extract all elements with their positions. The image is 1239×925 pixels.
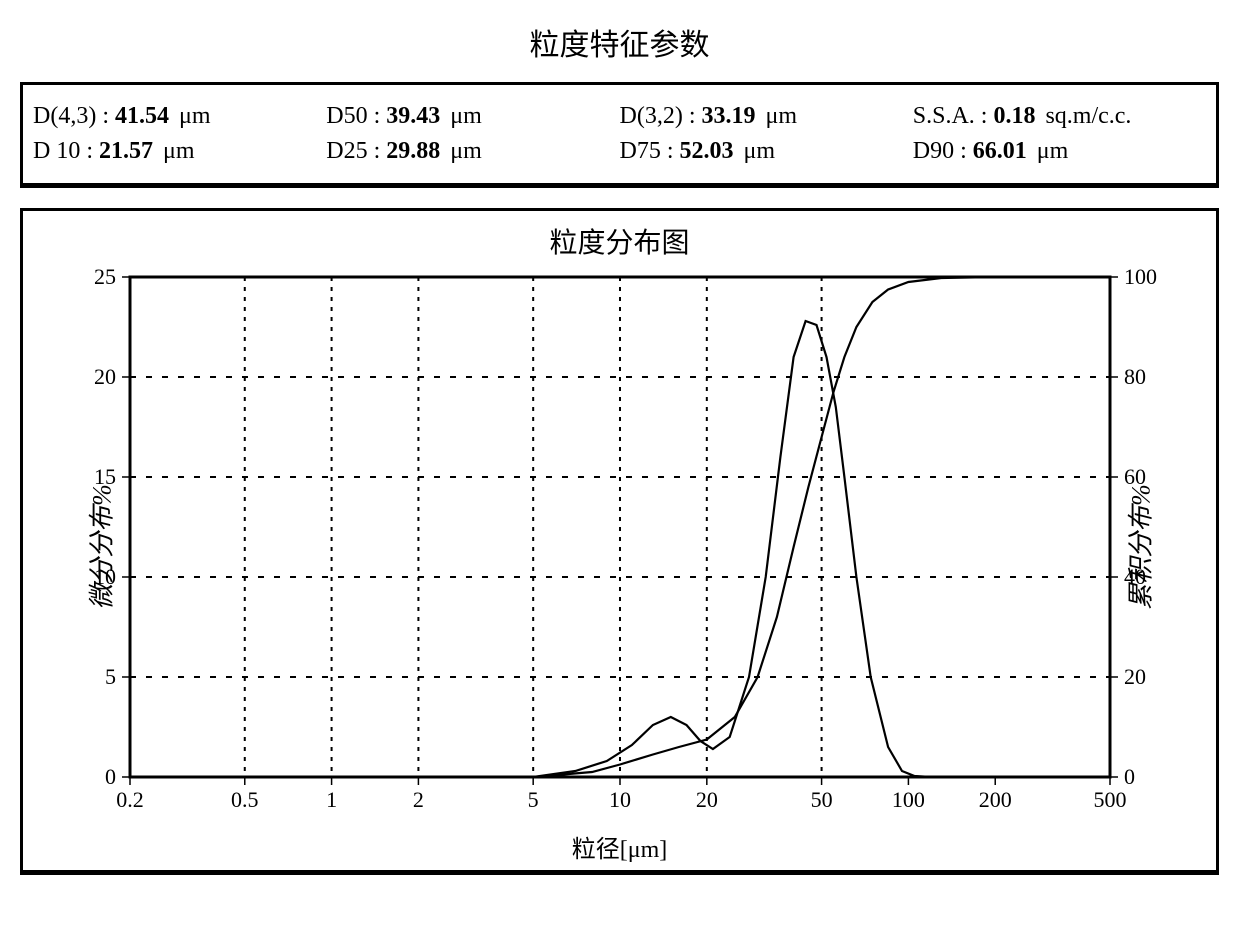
chart-title: 粒度分布图: [29, 217, 1210, 267]
param-separator: :: [368, 103, 387, 130]
param-value: 39.43: [386, 103, 440, 130]
param-cell: D90 : 66.01 μm: [913, 138, 1206, 165]
x-tick-label: 5: [527, 787, 538, 812]
param-separator: :: [975, 103, 994, 130]
chart-panel: 粒度分布图 微分分布% 累积分布% 0.20.51251020501002005…: [20, 208, 1219, 875]
x-tick-label: 100: [891, 787, 924, 812]
x-tick-label: 2: [412, 787, 423, 812]
param-label: S.S.A.: [913, 103, 975, 130]
x-tick-label: 500: [1093, 787, 1126, 812]
x-tick-label: 0.5: [231, 787, 259, 812]
y-right-tick-label: 0: [1124, 764, 1135, 789]
param-cell: D75 : 52.03 μm: [620, 138, 913, 165]
y-left-tick-label: 20: [94, 364, 116, 389]
param-cell: D(4,3) : 41.54 μm: [33, 103, 326, 130]
param-cell: D50 : 39.43 μm: [326, 103, 619, 130]
x-tick-label: 20: [695, 787, 717, 812]
y-right-tick-label: 80: [1124, 364, 1146, 389]
y-left-tick-label: 25: [94, 267, 116, 289]
y-left-tick-label: 0: [105, 764, 116, 789]
param-label: D75: [620, 138, 661, 165]
param-value: 52.03: [680, 138, 734, 165]
param-value: 41.54: [115, 103, 169, 130]
param-cell: S.S.A. : 0.18 sq.m/c.c.: [913, 103, 1206, 130]
param-value: 29.88: [386, 138, 440, 165]
param-value: 0.18: [993, 103, 1035, 130]
x-tick-label: 200: [978, 787, 1011, 812]
x-axis-label: 粒径[μm]: [29, 827, 1210, 864]
param-separator: :: [96, 103, 115, 130]
param-unit: μm: [766, 103, 798, 130]
param-label: D90: [913, 138, 954, 165]
param-label: D50: [326, 103, 367, 130]
x-tick-label: 50: [810, 787, 832, 812]
x-tick-label: 10: [609, 787, 631, 812]
y-right-tick-label: 20: [1124, 664, 1146, 689]
param-cell: D25 : 29.88 μm: [326, 138, 619, 165]
params-row-2: D 10 : 21.57 μm D25 : 29.88 μm D75 : 52.03 μm…: [33, 134, 1206, 169]
param-separator: :: [683, 103, 702, 130]
x-tick-label: 0.2: [116, 787, 144, 812]
param-label: D(3,2): [620, 103, 683, 130]
param-separator: :: [661, 138, 680, 165]
param-label: D25: [326, 138, 367, 165]
param-cell: D(3,2) : 33.19 μm: [620, 103, 913, 130]
param-unit: μm: [450, 103, 482, 130]
param-label: D 10: [33, 138, 80, 165]
param-unit: μm: [744, 138, 776, 165]
param-unit: sq.m/c.c.: [1045, 103, 1131, 130]
param-unit: μm: [450, 138, 482, 165]
y-axis-right-label: 累积分布%: [1121, 484, 1158, 610]
param-unit: μm: [179, 103, 211, 130]
parameters-panel: D(4,3) : 41.54μmD50 : 39.43μmD(3,2) : 33…: [20, 82, 1219, 188]
param-value: 21.57: [99, 138, 153, 165]
x-tick-label: 1: [326, 787, 337, 812]
params-row-1: D(4,3) : 41.54μmD50 : 39.43μmD(3,2) : 33…: [33, 99, 1206, 134]
particle-size-chart: 0.20.51251020501002005000510152025020406…: [40, 267, 1200, 827]
param-unit: μm: [1037, 138, 1069, 165]
y-right-tick-label: 100: [1124, 267, 1157, 289]
y-left-tick-label: 5: [105, 664, 116, 689]
param-label: D(4,3): [33, 103, 96, 130]
differential-distribution-line: [533, 321, 931, 777]
chart-area: 微分分布% 累积分布% 0.20.51251020501002005000510…: [29, 267, 1210, 827]
param-separator: :: [80, 138, 99, 165]
param-separator: :: [954, 138, 973, 165]
page-title: 粒度特征参数: [20, 20, 1219, 64]
param-value: 33.19: [702, 103, 756, 130]
param-separator: :: [368, 138, 387, 165]
param-unit: μm: [163, 138, 195, 165]
y-axis-left-label: 微分分布%: [81, 484, 118, 610]
param-cell: D 10 : 21.57 μm: [33, 138, 326, 165]
param-value: 66.01: [973, 138, 1027, 165]
